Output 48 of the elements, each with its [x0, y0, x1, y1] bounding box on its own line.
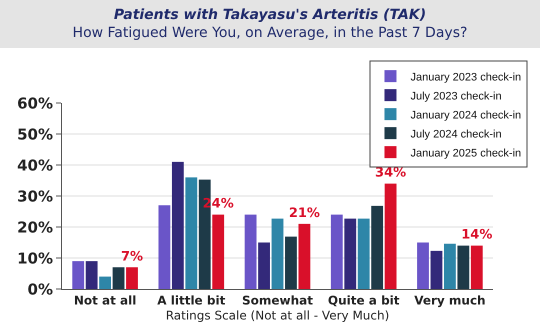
bar	[172, 162, 184, 289]
x-tick-label: Very much	[414, 293, 486, 308]
x-tick-label: Somewhat	[242, 293, 314, 308]
legend-label: January 2023 check-in	[410, 71, 522, 84]
y-tick-label: 10%	[17, 249, 53, 268]
bar	[298, 224, 310, 289]
chart-subtitle: How Fatigued Were You, on Average, in the Past 7 Days?	[72, 24, 468, 42]
bar	[244, 214, 257, 289]
bar	[417, 242, 429, 289]
bar	[272, 218, 284, 289]
y-tick-label: 60%	[17, 94, 53, 112]
bar	[457, 246, 470, 289]
legend-label: July 2023 check-in	[410, 90, 502, 102]
y-tick-label: 50%	[17, 125, 53, 144]
bar	[99, 276, 112, 289]
data-label: 21%	[288, 206, 320, 221]
x-tick-label: A little bit	[157, 293, 226, 308]
legend-label: July 2024 check-in	[410, 128, 502, 140]
bar	[112, 267, 124, 289]
x-axis-title: Ratings Scale (Not at all - Very Much)	[166, 308, 390, 322]
bar	[371, 206, 384, 289]
bar	[358, 218, 370, 289]
data-label: 14%	[461, 228, 492, 243]
legend-label: January 2024 check-in	[410, 109, 522, 122]
y-tick-label: 20%	[17, 218, 53, 236]
bar	[444, 244, 456, 289]
x-tick-label: Quite a bit	[328, 293, 400, 308]
legend-label: January 2025 check-in	[410, 147, 522, 160]
bar	[72, 261, 84, 289]
data-label: 34%	[375, 166, 406, 181]
y-tick-label: 30%	[17, 187, 53, 206]
bar	[86, 261, 98, 289]
chart-title: Patients with Takayasu's Arteritis (TAK)	[112, 6, 428, 24]
y-tick-label: 0%	[28, 280, 53, 298]
bar	[344, 218, 356, 289]
bar	[430, 250, 442, 289]
bar	[285, 236, 297, 289]
bar	[158, 205, 170, 289]
y-tick-label: 40%	[17, 156, 53, 174]
bar	[330, 214, 343, 289]
bar	[258, 242, 270, 289]
bar	[185, 177, 198, 289]
bar	[384, 184, 397, 289]
bar	[212, 214, 224, 289]
bar	[470, 246, 483, 289]
x-tick-label: Not at all	[74, 293, 136, 308]
data-label: 7%	[120, 249, 144, 264]
bar	[126, 267, 138, 289]
